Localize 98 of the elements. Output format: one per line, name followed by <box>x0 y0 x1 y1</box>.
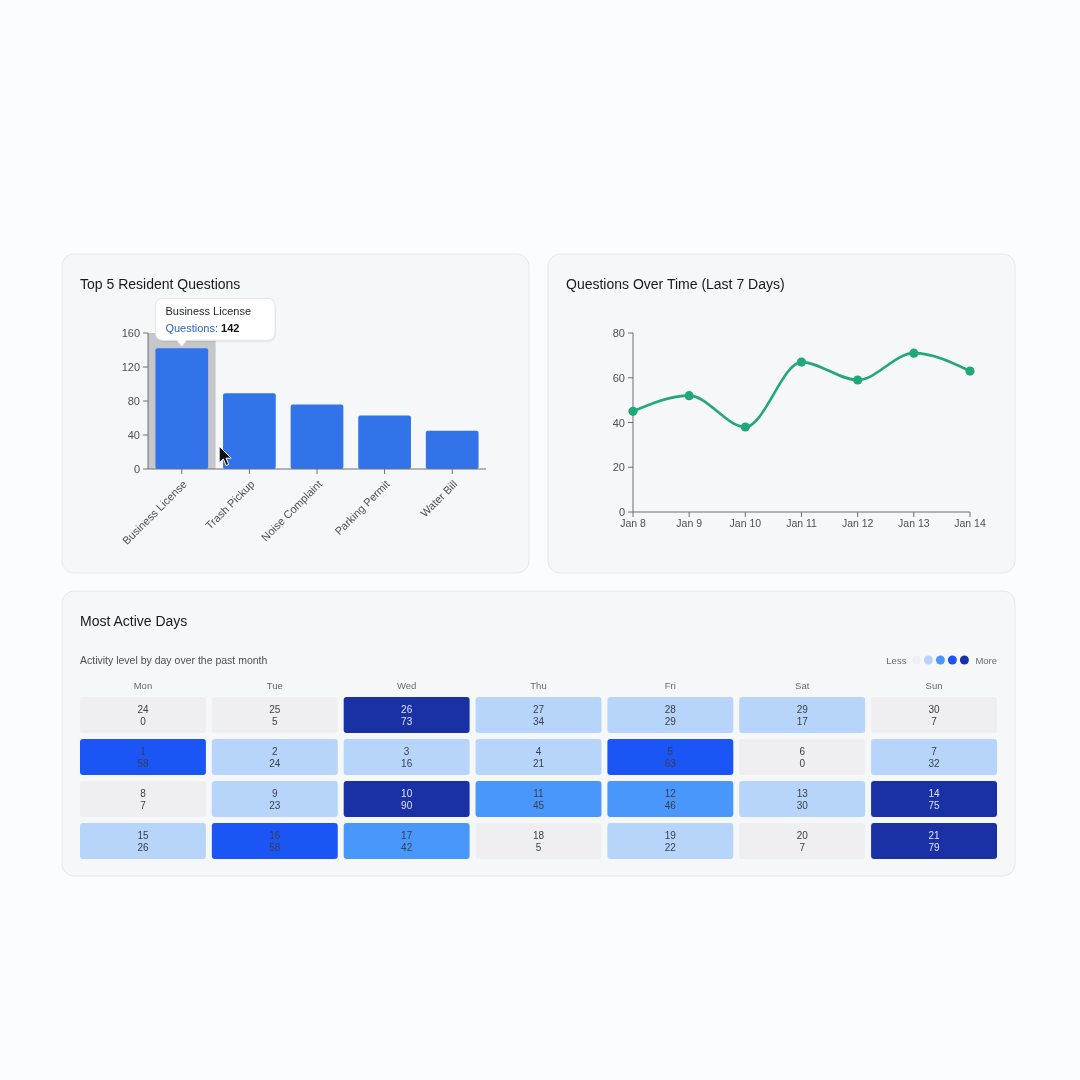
annotation: 14 <box>928 787 941 799</box>
y-tick-label: 40 <box>127 429 140 441</box>
annotation: 10 <box>401 787 413 799</box>
y-tick-label: 0 <box>618 506 625 518</box>
data-label: 24 <box>269 757 281 769</box>
data-label: 7 <box>140 799 147 811</box>
annotation: 16 <box>269 829 281 841</box>
annotation: 19 <box>664 829 677 841</box>
annotation: 27 <box>532 703 545 715</box>
annotation: 21 <box>928 829 941 841</box>
annotation: 17 <box>401 829 413 841</box>
x-tick-label: Wed <box>396 679 417 691</box>
chart-subtitle: Activity level by day over the past month <box>80 654 268 666</box>
y-tick-label: 60 <box>612 371 625 384</box>
annotation: 18 <box>532 829 545 841</box>
x-tick-label: Jan 13 <box>898 517 930 529</box>
annotation: 26 <box>401 703 413 715</box>
data-label: 79 <box>928 841 941 853</box>
annotation: 9 <box>272 787 279 799</box>
annotation: 29 <box>796 703 809 715</box>
data-label: 75 <box>928 799 941 811</box>
annotation: 25 <box>269 703 281 715</box>
annotation: 13 <box>796 787 809 799</box>
chart-title: Questions Over Time (Last 7 Days) <box>566 276 785 292</box>
data-label: 16 <box>401 757 413 769</box>
annotation: 6 <box>799 745 806 757</box>
annotation: 4 <box>535 745 542 757</box>
annotation: 12 <box>664 787 677 799</box>
point <box>684 391 694 401</box>
annotation: 8 <box>140 787 147 799</box>
annotation: 15 <box>137 829 149 841</box>
point <box>853 375 863 385</box>
y-tick-label: 20 <box>612 461 625 474</box>
x-tick-label: Jan 8 <box>620 517 646 529</box>
annotation: 3 <box>403 745 410 757</box>
annotation: 30 <box>928 703 941 715</box>
data-label: 63 <box>664 757 677 769</box>
point <box>740 422 750 432</box>
data-label: 32 <box>928 757 941 769</box>
data-label: 7 <box>931 715 938 727</box>
data-label: 5 <box>272 715 279 727</box>
annotation: 7 <box>931 745 938 757</box>
x-tick-label: Jan 12 <box>841 517 874 529</box>
data-label: 5 <box>535 841 542 853</box>
y-tick-label: 40 <box>612 416 625 429</box>
data-label: 42 <box>401 841 413 853</box>
bar <box>223 393 276 469</box>
data-label: 26 <box>137 841 149 853</box>
annotation: 1 <box>140 745 147 757</box>
chart-title: Top 5 Resident Questions <box>80 276 241 292</box>
x-tick-label: Tue <box>266 679 283 691</box>
data-label: 29 <box>664 715 677 727</box>
annotation: 20 <box>796 829 809 841</box>
x-tick-label: Sun <box>925 679 943 691</box>
x-tick-label: Jan 9 <box>676 517 703 529</box>
data-label: 90 <box>401 799 413 811</box>
data-label: 58 <box>137 757 149 769</box>
annotation: 5 <box>667 745 674 757</box>
text: Less <box>886 654 907 666</box>
y-tick-label: 80 <box>127 395 140 407</box>
data-label: 34 <box>532 715 545 727</box>
tooltip: Business License Questions: 142 <box>154 297 277 347</box>
data-label: 17 <box>796 715 809 727</box>
x-tick-label: Jan 14 <box>954 517 986 529</box>
y-tick-label: 120 <box>121 361 140 373</box>
bar <box>290 404 344 469</box>
x-tick-label: Fri <box>664 679 676 691</box>
data-label: 46 <box>664 799 677 811</box>
annotation: 24 <box>137 703 149 715</box>
annotation: 28 <box>664 703 677 715</box>
point <box>796 357 807 367</box>
y-tick-label: 0 <box>133 463 140 475</box>
x-tick-label: Mon <box>133 679 153 691</box>
annotation: 2 <box>272 745 279 757</box>
x-tick-label: Jan 10 <box>729 517 762 529</box>
data-label: 73 <box>401 715 413 727</box>
bar <box>425 430 479 469</box>
data-label: 0 <box>799 757 806 769</box>
x-tick-label: Thu <box>530 679 547 691</box>
y-tick-label: 160 <box>121 327 140 339</box>
point <box>628 406 638 416</box>
data-label: 22 <box>664 841 677 853</box>
data-label: 7 <box>799 841 806 853</box>
x-tick-label: Sat <box>795 679 810 691</box>
data-label: 58 <box>269 841 281 853</box>
y-tick-label: 80 <box>612 327 625 339</box>
bar <box>358 415 411 469</box>
data-label: 23 <box>269 799 281 811</box>
data-label: 30 <box>796 799 809 811</box>
chart-title: Most Active Days <box>80 613 188 629</box>
annotation: 11 <box>533 787 545 799</box>
data-label: 21 <box>532 757 545 769</box>
x-tick-label: Jan 11 <box>786 517 818 529</box>
point <box>965 366 975 376</box>
text: More <box>975 654 998 666</box>
point <box>909 348 919 358</box>
data-label: 45 <box>532 799 545 811</box>
annotation: Questions: 142 <box>165 322 240 335</box>
